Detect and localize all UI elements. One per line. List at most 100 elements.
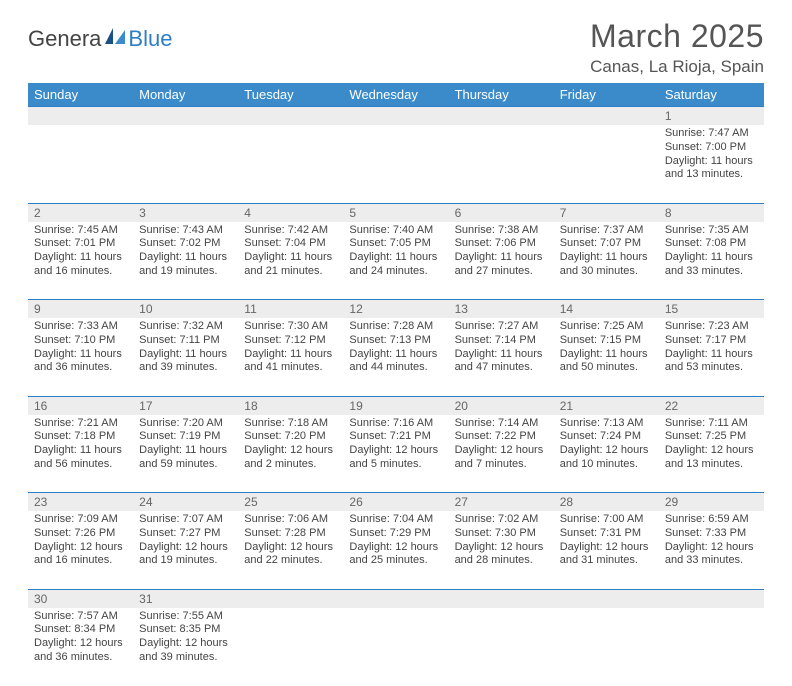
daylight-text: Daylight: 12 hours and 13 minutes.	[665, 444, 758, 472]
daylight-text: Daylight: 11 hours and 50 minutes.	[560, 348, 653, 376]
day-content-row: Sunrise: 7:57 AMSunset: 8:34 PMDaylight:…	[28, 608, 764, 686]
sunset-text: Sunset: 7:15 PM	[560, 334, 653, 348]
weekday-header: Tuesday	[238, 83, 343, 107]
sunrise-text: Sunrise: 7:35 AM	[665, 224, 758, 238]
day-content-row: Sunrise: 7:45 AMSunset: 7:01 PMDaylight:…	[28, 222, 764, 300]
day-number	[238, 589, 343, 608]
sunrise-text: Sunrise: 7:42 AM	[244, 224, 337, 238]
sunrise-text: Sunrise: 7:21 AM	[34, 417, 127, 431]
day-cell: Sunrise: 7:16 AMSunset: 7:21 PMDaylight:…	[343, 415, 448, 493]
day-cell: Sunrise: 7:30 AMSunset: 7:12 PMDaylight:…	[238, 318, 343, 396]
sunset-text: Sunset: 7:19 PM	[139, 430, 232, 444]
day-number	[554, 589, 659, 608]
weekday-header: Monday	[133, 83, 238, 107]
day-number: 16	[28, 396, 133, 415]
sunset-text: Sunset: 7:11 PM	[139, 334, 232, 348]
day-cell	[554, 125, 659, 203]
weekday-header: Friday	[554, 83, 659, 107]
daylight-text: Daylight: 12 hours and 10 minutes.	[560, 444, 653, 472]
day-cell: Sunrise: 7:47 AMSunset: 7:00 PMDaylight:…	[659, 125, 764, 203]
sunrise-text: Sunrise: 7:33 AM	[34, 320, 127, 334]
day-cell: Sunrise: 7:09 AMSunset: 7:26 PMDaylight:…	[28, 511, 133, 589]
daylight-text: Daylight: 12 hours and 36 minutes.	[34, 637, 127, 665]
day-number: 3	[133, 203, 238, 222]
daylight-text: Daylight: 11 hours and 16 minutes.	[34, 251, 127, 279]
sunrise-text: Sunrise: 7:28 AM	[349, 320, 442, 334]
weekday-header: Saturday	[659, 83, 764, 107]
page-title: March 2025	[590, 18, 764, 55]
sunrise-text: Sunrise: 7:13 AM	[560, 417, 653, 431]
day-cell	[238, 125, 343, 203]
sunset-text: Sunset: 7:21 PM	[349, 430, 442, 444]
day-cell: Sunrise: 7:57 AMSunset: 8:34 PMDaylight:…	[28, 608, 133, 686]
daylight-text: Daylight: 12 hours and 19 minutes.	[139, 541, 232, 569]
sunset-text: Sunset: 7:06 PM	[455, 237, 548, 251]
sunset-text: Sunset: 7:07 PM	[560, 237, 653, 251]
sunset-text: Sunset: 7:08 PM	[665, 237, 758, 251]
day-number: 17	[133, 396, 238, 415]
daylight-text: Daylight: 11 hours and 47 minutes.	[455, 348, 548, 376]
day-cell: Sunrise: 7:25 AMSunset: 7:15 PMDaylight:…	[554, 318, 659, 396]
day-number: 29	[659, 493, 764, 512]
sunset-text: Sunset: 7:20 PM	[244, 430, 337, 444]
day-cell: Sunrise: 7:14 AMSunset: 7:22 PMDaylight:…	[449, 415, 554, 493]
day-cell: Sunrise: 7:32 AMSunset: 7:11 PMDaylight:…	[133, 318, 238, 396]
sunrise-text: Sunrise: 7:18 AM	[244, 417, 337, 431]
day-cell	[28, 125, 133, 203]
sunset-text: Sunset: 7:05 PM	[349, 237, 442, 251]
day-number	[133, 107, 238, 126]
sunset-text: Sunset: 7:00 PM	[665, 141, 758, 155]
daylight-text: Daylight: 11 hours and 27 minutes.	[455, 251, 548, 279]
day-cell	[343, 608, 448, 686]
sunset-text: Sunset: 7:31 PM	[560, 527, 653, 541]
day-cell	[554, 608, 659, 686]
daylight-text: Daylight: 12 hours and 31 minutes.	[560, 541, 653, 569]
day-number: 27	[449, 493, 554, 512]
day-cell: Sunrise: 7:20 AMSunset: 7:19 PMDaylight:…	[133, 415, 238, 493]
day-number: 15	[659, 300, 764, 319]
title-block: March 2025 Canas, La Rioja, Spain	[590, 18, 764, 77]
sunset-text: Sunset: 7:22 PM	[455, 430, 548, 444]
daylight-text: Daylight: 11 hours and 13 minutes.	[665, 155, 758, 183]
daylight-text: Daylight: 11 hours and 41 minutes.	[244, 348, 337, 376]
day-number: 19	[343, 396, 448, 415]
sunrise-text: Sunrise: 7:00 AM	[560, 513, 653, 527]
day-number	[659, 589, 764, 608]
sunrise-text: Sunrise: 7:02 AM	[455, 513, 548, 527]
day-number	[343, 589, 448, 608]
day-number: 23	[28, 493, 133, 512]
day-cell	[449, 608, 554, 686]
day-cell: Sunrise: 7:35 AMSunset: 7:08 PMDaylight:…	[659, 222, 764, 300]
day-content-row: Sunrise: 7:21 AMSunset: 7:18 PMDaylight:…	[28, 415, 764, 493]
daylight-text: Daylight: 12 hours and 5 minutes.	[349, 444, 442, 472]
sunrise-text: Sunrise: 7:40 AM	[349, 224, 442, 238]
day-number	[28, 107, 133, 126]
day-number: 7	[554, 203, 659, 222]
daylight-text: Daylight: 11 hours and 24 minutes.	[349, 251, 442, 279]
day-number-row: 2345678	[28, 203, 764, 222]
sunset-text: Sunset: 7:25 PM	[665, 430, 758, 444]
daylight-text: Daylight: 12 hours and 25 minutes.	[349, 541, 442, 569]
daylight-text: Daylight: 12 hours and 22 minutes.	[244, 541, 337, 569]
logo: Genera Blue	[28, 26, 172, 52]
sunrise-text: Sunrise: 6:59 AM	[665, 513, 758, 527]
day-number: 24	[133, 493, 238, 512]
day-number: 6	[449, 203, 554, 222]
sunrise-text: Sunrise: 7:04 AM	[349, 513, 442, 527]
logo-text-part2: Blue	[128, 26, 172, 52]
day-number: 5	[343, 203, 448, 222]
day-number	[554, 107, 659, 126]
day-cell: Sunrise: 7:40 AMSunset: 7:05 PMDaylight:…	[343, 222, 448, 300]
daylight-text: Daylight: 12 hours and 7 minutes.	[455, 444, 548, 472]
day-cell	[449, 125, 554, 203]
daylight-text: Daylight: 11 hours and 21 minutes.	[244, 251, 337, 279]
sunset-text: Sunset: 7:13 PM	[349, 334, 442, 348]
day-content-row: Sunrise: 7:47 AMSunset: 7:00 PMDaylight:…	[28, 125, 764, 203]
day-number: 28	[554, 493, 659, 512]
day-number: 20	[449, 396, 554, 415]
daylight-text: Daylight: 11 hours and 33 minutes.	[665, 251, 758, 279]
day-cell: Sunrise: 7:13 AMSunset: 7:24 PMDaylight:…	[554, 415, 659, 493]
day-number-row: 1	[28, 107, 764, 126]
day-cell: Sunrise: 7:33 AMSunset: 7:10 PMDaylight:…	[28, 318, 133, 396]
sunrise-text: Sunrise: 7:38 AM	[455, 224, 548, 238]
